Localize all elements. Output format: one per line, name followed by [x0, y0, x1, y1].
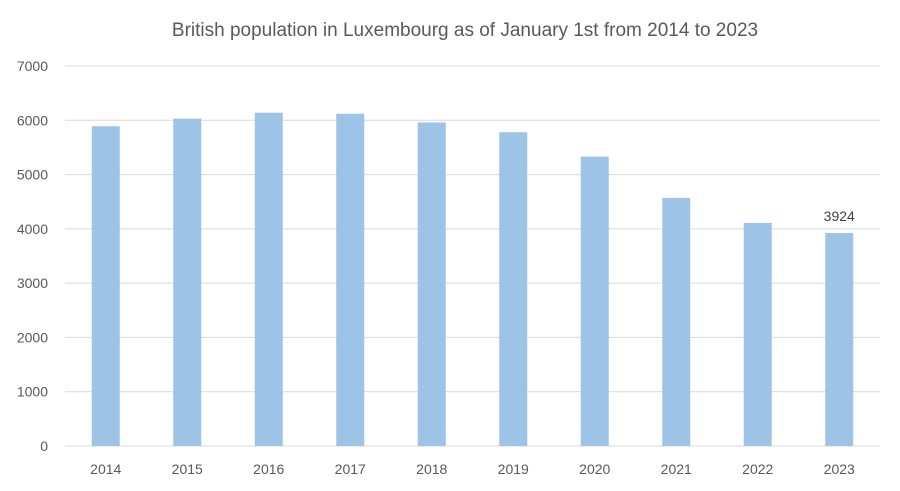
- x-tick-label: 2017: [335, 461, 366, 477]
- chart-title: British population in Luxembourg as of J…: [171, 20, 759, 41]
- x-tick-label: 2018: [416, 461, 447, 477]
- bar-2015: [173, 118, 202, 447]
- x-tick-label: 2023: [824, 461, 855, 477]
- x-tick-label: 2019: [498, 461, 529, 477]
- x-tick-label: 2022: [742, 461, 773, 477]
- bar-2020: [580, 156, 609, 446]
- bar-2022: [743, 222, 772, 446]
- bar-2014: [91, 126, 120, 446]
- x-tick-label: 2016: [253, 461, 284, 477]
- y-tick-label: 0: [40, 438, 48, 454]
- x-tick-label: 2020: [579, 461, 610, 477]
- x-tick-label: 2021: [661, 461, 692, 477]
- bar-2021: [662, 197, 691, 446]
- y-tick-label: 6000: [17, 112, 48, 128]
- bar-2023: [825, 232, 854, 446]
- x-tick-label: 2015: [172, 461, 203, 477]
- y-tick-label: 5000: [17, 167, 48, 183]
- data-labels: 3924: [824, 208, 855, 224]
- y-tick-label: 3000: [17, 275, 48, 291]
- bar-2017: [336, 113, 365, 447]
- bar-2016: [254, 112, 283, 446]
- data-label-2023: 3924: [824, 208, 855, 224]
- y-tick-label: 7000: [17, 58, 48, 74]
- x-tick-label: 2014: [90, 461, 121, 477]
- y-tick-label: 4000: [17, 221, 48, 237]
- bar-2019: [499, 132, 528, 446]
- y-axis: 0 1000 2000 3000 4000 5000 6000 7000: [17, 58, 48, 454]
- x-axis: 2014 2015 2016 2017 2018 2019 2020 2021 2022 2023: [90, 461, 855, 477]
- y-tick-label: 1000: [17, 384, 48, 400]
- bar-2018: [417, 122, 446, 446]
- y-tick-label: 2000: [17, 329, 48, 345]
- bars: [91, 112, 854, 447]
